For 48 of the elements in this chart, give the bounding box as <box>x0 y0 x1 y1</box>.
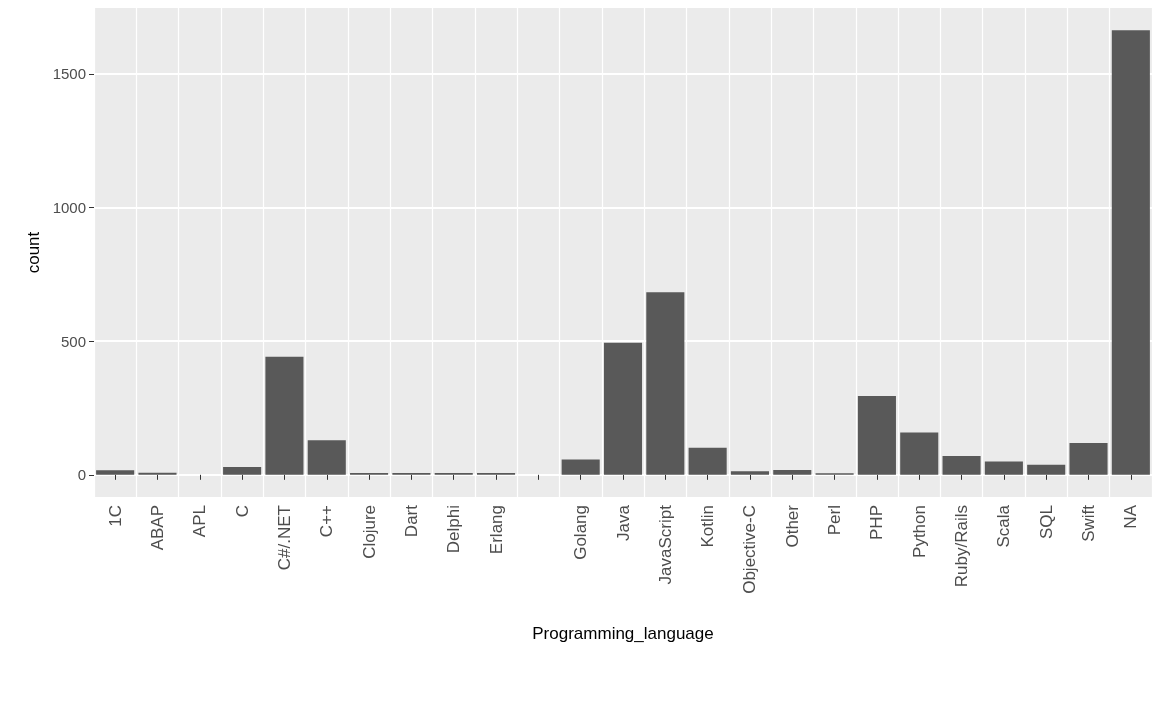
bar <box>138 472 177 475</box>
y-tick-label: 1000 <box>52 198 86 216</box>
y-axis-title: count <box>23 231 43 274</box>
y-tick-label: 1500 <box>52 65 86 83</box>
bar <box>265 356 304 475</box>
bar <box>900 432 939 475</box>
x-tick-label: NA <box>1121 504 1141 529</box>
bar <box>688 447 727 475</box>
x-tick-label: Dart <box>401 504 421 538</box>
x-tick-label: APL <box>190 505 210 538</box>
x-tick-label: Erlang <box>486 505 506 555</box>
x-tick-label: Kotlin <box>698 505 718 548</box>
bar <box>773 470 812 475</box>
x-tick-label: PHP <box>867 505 887 540</box>
bar <box>307 440 346 475</box>
x-tick-label: Scala <box>994 504 1014 548</box>
bar <box>730 471 769 475</box>
bar <box>223 467 262 475</box>
bar <box>603 342 643 475</box>
x-tick-label: Clojure <box>359 505 379 559</box>
bar <box>857 395 896 475</box>
y-tick-label: 0 <box>77 466 86 484</box>
x-tick-label: SQL <box>1036 505 1056 540</box>
x-tick-label: Other <box>782 504 802 548</box>
bar <box>646 292 685 475</box>
x-tick-label: Swift <box>1079 504 1099 542</box>
x-tick-label: C++ <box>317 504 337 538</box>
bar <box>1027 464 1066 475</box>
x-tick-label: C <box>232 505 252 518</box>
x-tick-label: Delphi <box>444 505 464 554</box>
bar <box>984 461 1023 475</box>
x-tick-label: 1C <box>105 505 125 527</box>
bar <box>1111 30 1150 475</box>
x-tick-label: Perl <box>825 505 845 536</box>
x-tick-label: Python <box>909 505 929 558</box>
bar <box>942 456 981 475</box>
x-axis-title: Programming_language <box>532 624 714 643</box>
bar <box>96 470 135 475</box>
y-tick-label: 500 <box>60 332 86 350</box>
x-tick-label: ABAP <box>147 505 167 551</box>
x-tick-label: Java <box>613 504 633 541</box>
bar <box>1069 442 1108 475</box>
x-tick-label: C#/.NET <box>274 505 294 571</box>
x-tick-label: JavaScript <box>655 504 675 585</box>
x-tick-label: Ruby/Rails <box>952 505 972 588</box>
x-tick-label: Objective-C <box>740 505 760 594</box>
x-tick-label: Golang <box>571 505 591 560</box>
bar <box>561 459 600 475</box>
